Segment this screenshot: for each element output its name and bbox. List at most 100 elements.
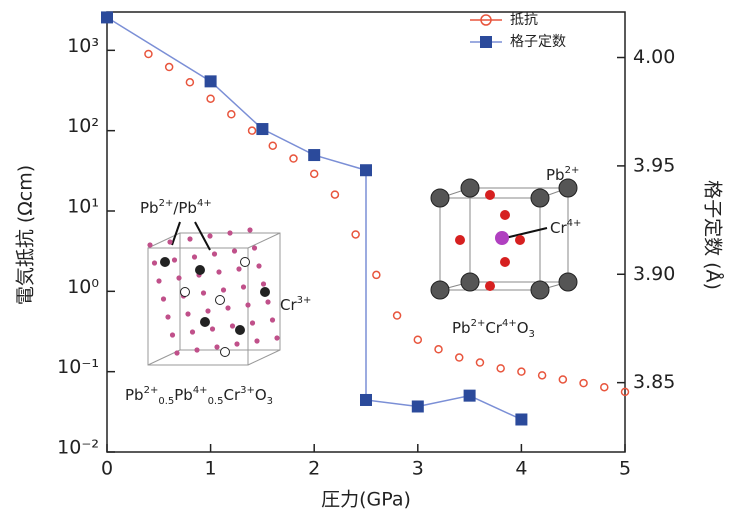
atom bbox=[210, 326, 215, 331]
annotation: Pb2+ bbox=[546, 165, 579, 184]
arrow bbox=[505, 228, 547, 238]
circle-marker bbox=[373, 271, 380, 278]
atom bbox=[241, 284, 246, 289]
square-marker bbox=[308, 149, 320, 161]
annotation-run: /Pb bbox=[173, 199, 197, 217]
atom bbox=[167, 239, 172, 244]
atom bbox=[236, 326, 245, 335]
cube-face bbox=[440, 198, 540, 290]
atom bbox=[261, 281, 266, 286]
circle-marker bbox=[186, 79, 193, 86]
y-tick-label: 10² bbox=[67, 115, 99, 137]
cube-edge bbox=[248, 350, 280, 365]
atom bbox=[431, 189, 449, 207]
y2-tick-label: 3.90 bbox=[633, 263, 675, 285]
annotation-run: Cr bbox=[223, 386, 240, 404]
square-marker bbox=[101, 11, 113, 23]
circle-marker bbox=[145, 51, 152, 58]
atom bbox=[156, 278, 161, 283]
annotation-run: 2+ bbox=[471, 318, 486, 329]
crystal-insets bbox=[147, 179, 577, 365]
annotation: Pb2+0.5Pb4+0.5Cr3+O3 bbox=[125, 385, 273, 407]
atom bbox=[261, 288, 270, 297]
atom bbox=[181, 288, 190, 297]
atom bbox=[196, 266, 205, 275]
atom bbox=[461, 273, 479, 291]
atom bbox=[216, 296, 225, 305]
annotation-run: 3+ bbox=[297, 295, 312, 306]
y2-tick-label: 3.85 bbox=[633, 371, 675, 393]
annotation-run: Cr bbox=[550, 219, 567, 237]
annotation: Pb2+/Pb4+ bbox=[140, 198, 212, 217]
circle-marker bbox=[331, 191, 338, 198]
cube-edge bbox=[248, 233, 280, 248]
atom bbox=[170, 332, 175, 337]
circle-marker bbox=[311, 170, 318, 177]
annotation-run: Pb bbox=[546, 166, 565, 184]
annotation-run: Pb bbox=[140, 199, 159, 217]
atom bbox=[500, 257, 510, 267]
atom bbox=[234, 341, 239, 346]
atom bbox=[221, 287, 226, 292]
annotation-run: 4+ bbox=[197, 198, 212, 209]
circle-marker bbox=[435, 346, 442, 353]
x-tick-label: 2 bbox=[308, 458, 320, 480]
square-marker bbox=[515, 413, 527, 425]
annotation-run: 2+ bbox=[565, 165, 580, 176]
atom bbox=[174, 350, 179, 355]
x-tick-label: 5 bbox=[619, 458, 631, 480]
chart: 圧力(GPa) 電気抵抗 (Ωcm) 格子定数 (Å) Pb2+/Pb4+ Cr… bbox=[0, 0, 730, 519]
square-marker bbox=[464, 390, 476, 402]
annotation-run: O bbox=[255, 386, 267, 404]
circle-marker bbox=[228, 111, 235, 118]
atom bbox=[230, 323, 235, 328]
atom bbox=[531, 281, 549, 299]
atom bbox=[216, 269, 221, 274]
atom bbox=[500, 210, 510, 220]
atom bbox=[265, 299, 270, 304]
y-tick-label: 10⁰ bbox=[67, 276, 99, 298]
annotation-run: Pb bbox=[125, 386, 144, 404]
annotation-run: 2+ bbox=[159, 198, 174, 209]
x-tick-label: 3 bbox=[412, 458, 424, 480]
atom bbox=[485, 190, 495, 200]
atom bbox=[236, 266, 241, 271]
atom bbox=[227, 230, 232, 235]
y-tick-label: 10³ bbox=[67, 35, 99, 57]
circle-marker bbox=[352, 231, 359, 238]
atom bbox=[152, 260, 157, 265]
circle-marker bbox=[518, 368, 525, 375]
annotation-run: 3 bbox=[267, 396, 273, 407]
circle-marker bbox=[249, 127, 256, 134]
atom bbox=[461, 179, 479, 197]
circle-marker bbox=[456, 354, 463, 361]
x-axis-title: 圧力(GPa) bbox=[321, 489, 411, 511]
atom bbox=[232, 248, 237, 253]
annotation: Cr3+ bbox=[280, 295, 311, 314]
legend-label: 抵抗 bbox=[510, 12, 538, 28]
annotation-run: 4+ bbox=[567, 218, 582, 229]
circle-marker bbox=[580, 380, 587, 387]
circle-marker bbox=[601, 384, 608, 391]
square-marker bbox=[205, 75, 217, 87]
atom bbox=[252, 245, 257, 250]
atom bbox=[161, 296, 166, 301]
annotation-run: 0.5 bbox=[208, 396, 224, 407]
atom bbox=[201, 290, 206, 295]
atom bbox=[515, 235, 525, 245]
atom bbox=[247, 227, 252, 232]
atom bbox=[194, 347, 199, 352]
circle-marker bbox=[269, 142, 276, 149]
circle-marker bbox=[394, 312, 401, 319]
atom bbox=[214, 344, 219, 349]
atom bbox=[187, 236, 192, 241]
annotation-run: Pb bbox=[452, 319, 471, 337]
circle-marker bbox=[207, 95, 214, 102]
x-tick-label: 4 bbox=[515, 458, 527, 480]
atom bbox=[165, 314, 170, 319]
legend-marker bbox=[480, 36, 492, 48]
y2-tick-label: 3.95 bbox=[633, 154, 675, 176]
circle-marker bbox=[539, 372, 546, 379]
square-marker bbox=[412, 400, 424, 412]
atom bbox=[207, 233, 212, 238]
